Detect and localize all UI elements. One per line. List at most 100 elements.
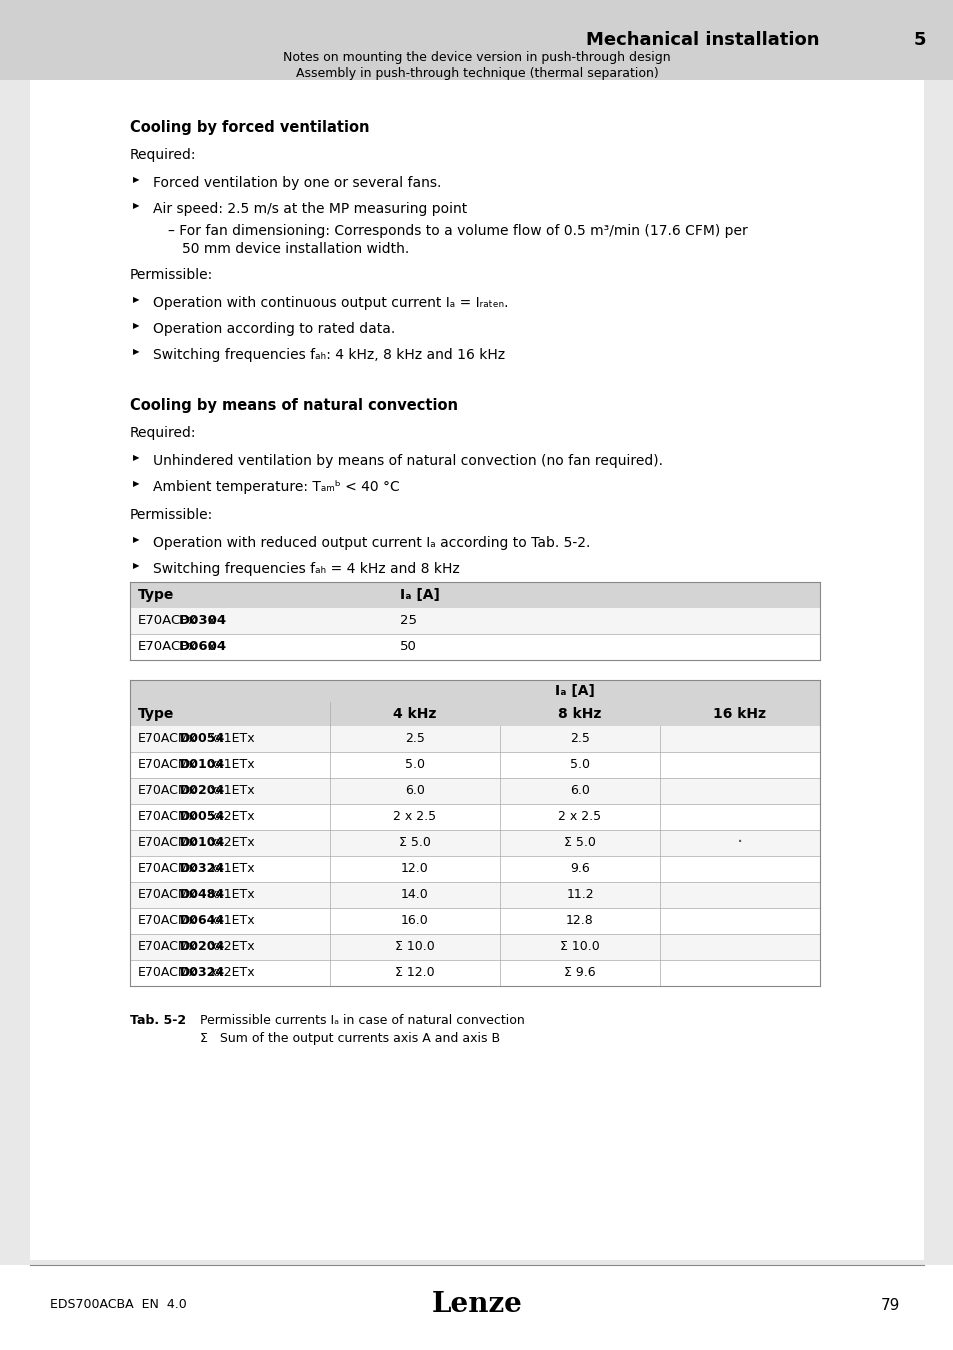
Text: ▶: ▶ xyxy=(132,201,139,211)
Text: x: x xyxy=(208,614,215,628)
Text: ▶: ▶ xyxy=(132,454,139,462)
Text: D0204: D0204 xyxy=(180,941,225,953)
Text: Lenze: Lenze xyxy=(431,1292,522,1319)
Text: 6.0: 6.0 xyxy=(570,784,589,798)
Text: 12.0: 12.0 xyxy=(400,863,429,876)
Text: xx1ETx: xx1ETx xyxy=(210,888,255,902)
Text: ▶: ▶ xyxy=(132,176,139,184)
Text: D0324: D0324 xyxy=(180,863,225,876)
Text: Switching frequencies fₐₕ = 4 kHz and 8 kHz: Switching frequencies fₐₕ = 4 kHz and 8 … xyxy=(152,562,459,576)
Text: Type: Type xyxy=(138,589,174,602)
Text: Σ 5.0: Σ 5.0 xyxy=(563,837,596,849)
Text: Unhindered ventilation by means of natural convection (no fan required).: Unhindered ventilation by means of natur… xyxy=(152,454,662,468)
Text: 79: 79 xyxy=(880,1297,899,1312)
Text: D0604: D0604 xyxy=(178,640,227,653)
Text: D0054: D0054 xyxy=(180,810,225,824)
Bar xyxy=(130,680,330,702)
Bar xyxy=(0,0,953,80)
Text: E70ACMx: E70ACMx xyxy=(138,888,196,902)
Text: Switching frequencies fₐₕ: 4 kHz, 8 kHz and 16 kHz: Switching frequencies fₐₕ: 4 kHz, 8 kHz … xyxy=(152,348,504,362)
Text: Required:: Required: xyxy=(130,427,196,440)
Text: Cooling by means of natural convection: Cooling by means of natural convection xyxy=(130,398,457,413)
Text: Ambient temperature: Tₐₘᵇ < 40 °C: Ambient temperature: Tₐₘᵇ < 40 °C xyxy=(152,481,399,494)
Text: Air speed: 2.5 m/s at the MP measuring point: Air speed: 2.5 m/s at the MP measuring p… xyxy=(152,202,467,216)
Text: D0104: D0104 xyxy=(180,759,225,771)
Text: Assembly in push-through technique (thermal separation): Assembly in push-through technique (ther… xyxy=(295,66,658,80)
Text: Tab. 5-2: Tab. 5-2 xyxy=(130,1014,186,1027)
Text: 2 x 2.5: 2 x 2.5 xyxy=(558,810,601,824)
Bar xyxy=(130,726,820,752)
Text: EDS700ACBA  EN  4.0: EDS700ACBA EN 4.0 xyxy=(50,1299,187,1311)
Text: xx1ETx: xx1ETx xyxy=(210,733,255,745)
Text: ▶: ▶ xyxy=(132,562,139,570)
Text: x: x xyxy=(208,640,215,653)
Bar xyxy=(130,909,820,934)
Text: Operation with continuous output current Iₐ = Iᵣₐₜₑₙ.: Operation with continuous output current… xyxy=(152,296,508,310)
Text: ▶: ▶ xyxy=(132,479,139,487)
Text: D0204: D0204 xyxy=(180,784,225,798)
Text: Required:: Required: xyxy=(130,148,196,162)
Text: ▶: ▶ xyxy=(132,535,139,544)
Text: 16 kHz: 16 kHz xyxy=(713,707,765,721)
Text: D0484: D0484 xyxy=(180,888,225,902)
Text: E70ACMx: E70ACMx xyxy=(138,733,196,745)
Text: xx1ETx: xx1ETx xyxy=(210,863,255,876)
Text: xx1ETx: xx1ETx xyxy=(210,759,255,771)
Text: 4 kHz: 4 kHz xyxy=(393,707,436,721)
Text: 2.5: 2.5 xyxy=(405,733,424,745)
Text: ▶: ▶ xyxy=(132,347,139,356)
Text: 5.0: 5.0 xyxy=(405,759,424,771)
Text: Notes on mounting the device version in push-through design: Notes on mounting the device version in … xyxy=(283,51,670,65)
Bar xyxy=(130,608,820,634)
Text: Σ   Sum of the output currents axis A and axis B: Σ Sum of the output currents axis A and … xyxy=(200,1031,499,1045)
Text: E70ACMx: E70ACMx xyxy=(138,914,196,927)
Text: ▶: ▶ xyxy=(132,321,139,329)
Text: xx2ETx: xx2ETx xyxy=(210,810,255,824)
Bar xyxy=(130,830,820,856)
Text: E70ACPx: E70ACPx xyxy=(138,640,197,653)
Text: 11.2: 11.2 xyxy=(565,888,593,902)
Text: xx1ETx: xx1ETx xyxy=(210,914,255,927)
Text: 2 x 2.5: 2 x 2.5 xyxy=(393,810,436,824)
Bar xyxy=(130,960,820,985)
Text: Operation with reduced output current Iₐ according to Tab. 5-2.: Operation with reduced output current Iₐ… xyxy=(152,536,590,549)
Text: Permissible:: Permissible: xyxy=(130,508,213,522)
Text: E70ACMx: E70ACMx xyxy=(138,759,196,771)
Text: 6.0: 6.0 xyxy=(405,784,424,798)
Text: 50: 50 xyxy=(399,640,416,653)
Text: 16.0: 16.0 xyxy=(400,914,429,927)
Bar xyxy=(130,680,820,702)
Bar xyxy=(130,882,820,909)
Text: E70ACPx: E70ACPx xyxy=(138,614,197,628)
Text: Σ 12.0: Σ 12.0 xyxy=(395,967,435,980)
Text: xx1ETx: xx1ETx xyxy=(210,784,255,798)
Text: Iₐ [A]: Iₐ [A] xyxy=(555,684,595,698)
Text: D0644: D0644 xyxy=(180,914,225,927)
Text: Forced ventilation by one or several fans.: Forced ventilation by one or several fan… xyxy=(152,176,441,190)
Text: Cooling by forced ventilation: Cooling by forced ventilation xyxy=(130,120,369,135)
Bar xyxy=(130,805,820,830)
Text: – For fan dimensioning: Corresponds to a volume flow of 0.5 m³/min (17.6 CFM) pe: – For fan dimensioning: Corresponds to a… xyxy=(168,224,747,238)
Text: 14.0: 14.0 xyxy=(400,888,429,902)
Text: D0304: D0304 xyxy=(178,614,227,628)
Text: 5: 5 xyxy=(913,31,925,49)
Text: Mechanical installation: Mechanical installation xyxy=(586,31,820,49)
Text: xx2ETx: xx2ETx xyxy=(210,967,255,980)
Text: 50 mm device installation width.: 50 mm device installation width. xyxy=(182,242,409,256)
Bar xyxy=(0,1265,953,1350)
Text: Σ 10.0: Σ 10.0 xyxy=(395,941,435,953)
Text: 12.8: 12.8 xyxy=(565,914,594,927)
Text: Type: Type xyxy=(138,707,174,721)
Bar xyxy=(130,934,820,960)
Text: Permissible:: Permissible: xyxy=(130,269,213,282)
Text: D0104: D0104 xyxy=(180,837,225,849)
Text: D0054: D0054 xyxy=(180,733,225,745)
Text: 9.6: 9.6 xyxy=(570,863,589,876)
Text: Σ 10.0: Σ 10.0 xyxy=(559,941,599,953)
Text: xx2ETx: xx2ETx xyxy=(210,837,255,849)
Bar xyxy=(130,778,820,805)
Bar xyxy=(30,59,923,1260)
Text: 8 kHz: 8 kHz xyxy=(558,707,601,721)
Text: Σ 5.0: Σ 5.0 xyxy=(398,837,431,849)
Text: 2.5: 2.5 xyxy=(570,733,589,745)
